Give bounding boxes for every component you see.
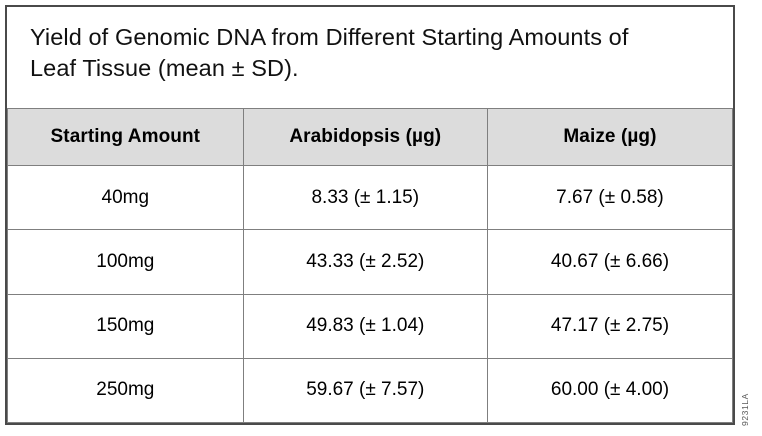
figure-frame: Yield of Genomic DNA from Different Star… [5,5,735,425]
figure-title-line-1: Yield of Genomic DNA from Different Star… [30,24,629,50]
cell-starting-amount: 250mg [7,357,244,424]
cell-maize-yield: 60.00 (± 4.00) [486,357,734,424]
table-row-150mg: 150mg 49.83 (± 1.04) 47.17 (± 2.75) [7,293,734,359]
cell-arabidopsis-yield: 59.67 (± 7.57) [242,357,488,424]
yield-data-table: Starting Amount Arabidopsis (µg) Maize (… [7,108,734,424]
table-row-250mg: 250mg 59.67 (± 7.57) 60.00 (± 4.00) [7,357,734,424]
cell-maize-yield: 40.67 (± 6.66) [486,229,734,295]
table-header-row: Starting Amount Arabidopsis (µg) Maize (… [7,108,734,166]
cell-arabidopsis-yield: 8.33 (± 1.15) [242,164,488,231]
col-header-starting-amount: Starting Amount [7,108,244,166]
cell-starting-amount: 100mg [7,229,244,295]
col-header-maize: Maize (µg) [486,108,734,166]
cell-maize-yield: 7.67 (± 0.58) [486,164,734,231]
figure-title-line-2: Leaf Tissue (mean ± SD). [30,55,299,82]
cell-starting-amount: 150mg [7,293,244,359]
figure-credit-label: 9231LA [740,393,750,426]
col-header-arabidopsis: Arabidopsis (µg) [242,108,488,166]
cell-arabidopsis-yield: 43.33 (± 2.52) [242,229,488,295]
cell-starting-amount: 40mg [7,164,244,231]
table-row-100mg: 100mg 43.33 (± 2.52) 40.67 (± 6.66) [7,229,734,295]
figure-title: Yield of Genomic DNA from Different Star… [7,7,733,108]
table-row-40mg: 40mg 8.33 (± 1.15) 7.67 (± 0.58) [7,164,734,231]
cell-arabidopsis-yield: 49.83 (± 1.04) [242,293,488,359]
cell-maize-yield: 47.17 (± 2.75) [486,293,734,359]
